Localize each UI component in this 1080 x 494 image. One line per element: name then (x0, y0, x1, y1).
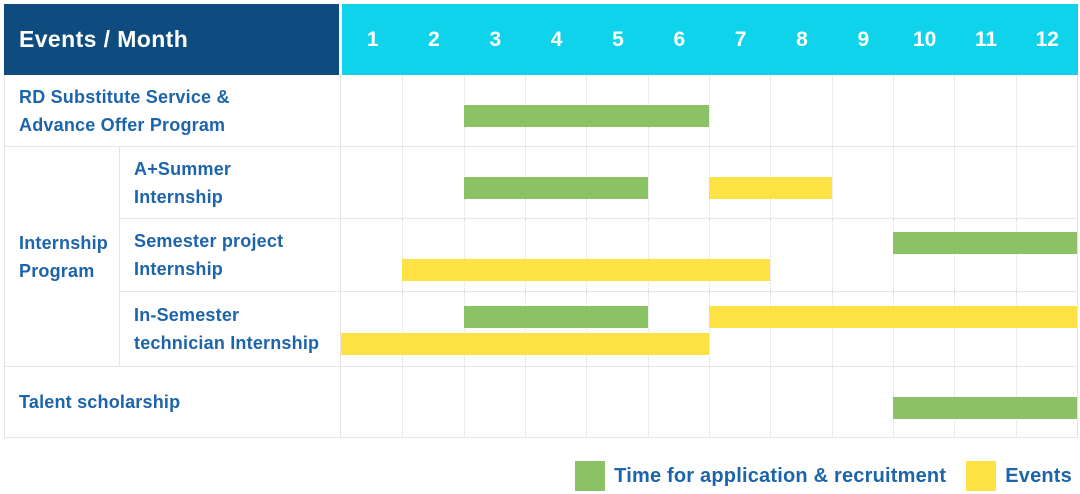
month-gridline (954, 219, 1015, 291)
month-gridline (463, 219, 525, 291)
month-header-cell: 9 (857, 27, 870, 51)
row-label: Semester project Internship (120, 219, 341, 291)
legend-label-recruitment: Time for application & recruitment (614, 464, 947, 487)
month-gridline (709, 75, 770, 146)
month-gridline (709, 292, 770, 366)
row-label-line: Internship (134, 259, 224, 279)
month-gridline (586, 367, 647, 437)
month-gridline (402, 147, 463, 218)
row-label: A+Summer Internship (120, 147, 341, 218)
month-gridline (954, 292, 1015, 366)
row-label-line: A+Summer (134, 158, 232, 179)
month-gridline (402, 75, 463, 146)
month-header-cell: 7 (734, 27, 747, 51)
row-label-line: technician Internship (134, 333, 320, 353)
month-gridline (770, 367, 831, 437)
month-gridline (586, 219, 647, 291)
month-gridline (525, 292, 586, 366)
gantt-row: In-Semester technician Internship (4, 292, 1078, 367)
month-gridline (709, 219, 770, 291)
gantt-row: Talent scholarship (4, 367, 1078, 438)
month-header-cell: 5 (612, 27, 624, 51)
month-header-cell: 11 (974, 27, 998, 51)
row-label-line: Talent scholarship (19, 392, 181, 412)
gantt-bar-recruitment (463, 177, 648, 199)
legend-label-events: Events (1005, 464, 1072, 487)
month-gridline (709, 367, 770, 437)
month-gridline (831, 219, 893, 291)
recruitment-swatch-icon (575, 461, 606, 491)
month-header-cell: 1 (366, 27, 379, 51)
gantt-bar-events (402, 258, 771, 281)
month-header-cell: 2 (428, 27, 440, 51)
gantt-body: RD Substitute Service & Advance Offer Pro… (4, 75, 1078, 438)
gantt-bar-recruitment (463, 305, 648, 328)
month-gridline (1015, 75, 1077, 146)
month-gridline (831, 367, 893, 437)
month-gridline (647, 367, 709, 437)
gantt-bar-events (709, 177, 832, 199)
row-group-label: Internship Program (4, 147, 120, 366)
month-gridline (402, 367, 463, 437)
gantt-row: Semester project Internship (4, 219, 1078, 292)
gantt-bar-events (341, 332, 709, 355)
corner-header-label: Events / Month (19, 26, 189, 52)
month-gridline (647, 292, 709, 366)
gantt-bar-recruitment (463, 105, 709, 127)
table-right-border (1077, 75, 1078, 438)
month-header-cell: 10 (912, 27, 937, 51)
month-gridline (463, 367, 525, 437)
row-label: RD Substitute Service & Advance Offer Pro… (4, 75, 341, 146)
row-label: In-Semester technician Internship (120, 292, 341, 366)
month-gridline (770, 219, 831, 291)
month-gridline (586, 292, 647, 366)
gantt-bar-events (709, 305, 1077, 328)
month-header-row: 1 2 3 4 5 6 7 8 9 10 11 12 (342, 4, 1078, 75)
row-label-line: Semester project (134, 231, 284, 251)
month-gridline (463, 292, 525, 366)
month-gridline (954, 75, 1015, 146)
month-gridline (770, 292, 831, 366)
gantt-bar-recruitment (893, 396, 1077, 419)
month-header-cell: 4 (550, 27, 563, 51)
month-gridline (954, 147, 1015, 218)
month-gridline (831, 292, 893, 366)
row-label-line: Internship (134, 186, 224, 207)
row-label-line: RD Substitute Service & (19, 86, 230, 107)
gantt-bar-recruitment (893, 231, 1077, 254)
row-label-line: In-Semester (134, 305, 240, 325)
corner-header-cell: Events / Month (4, 4, 339, 75)
legend: Time for application & recruitment Event… (575, 461, 1072, 491)
month-gridline (893, 219, 954, 291)
row-label-line: Advance Offer Program (19, 114, 226, 135)
month-gridline (831, 75, 893, 146)
month-gridline (831, 147, 893, 218)
month-gridline (893, 147, 954, 218)
month-gridline (1015, 219, 1077, 291)
month-gridline (1015, 292, 1077, 366)
gantt-row: RD Substitute Service & Advance Offer Pro… (4, 75, 1078, 147)
month-gridline (402, 219, 463, 291)
events-swatch-icon (966, 461, 997, 491)
month-gridline (525, 219, 586, 291)
month-header-cell: 6 (673, 27, 686, 51)
month-gridline (893, 292, 954, 366)
table-left-border (4, 75, 5, 438)
month-header-cell: 8 (796, 27, 808, 51)
row-group-label-line: Program (19, 260, 95, 281)
month-gridline (525, 367, 586, 437)
row-label: Talent scholarship (4, 367, 341, 437)
gantt-table: Events / Month 1 2 3 4 5 6 7 8 9 10 11 12 RD Substi… (4, 4, 1078, 438)
legend-item-recruitment: Time for application & recruitment (575, 461, 946, 491)
month-gridline (1015, 147, 1077, 218)
row-group-label-line: Internship (19, 232, 109, 253)
month-header-cell: 3 (489, 27, 502, 51)
month-gridline (402, 292, 463, 366)
month-gridline (893, 75, 954, 146)
month-gridline (647, 147, 709, 218)
legend-item-events: Events (966, 461, 1072, 491)
month-gridline (770, 75, 831, 146)
month-header-cell: 12 (1035, 27, 1059, 51)
month-gridline (647, 219, 709, 291)
